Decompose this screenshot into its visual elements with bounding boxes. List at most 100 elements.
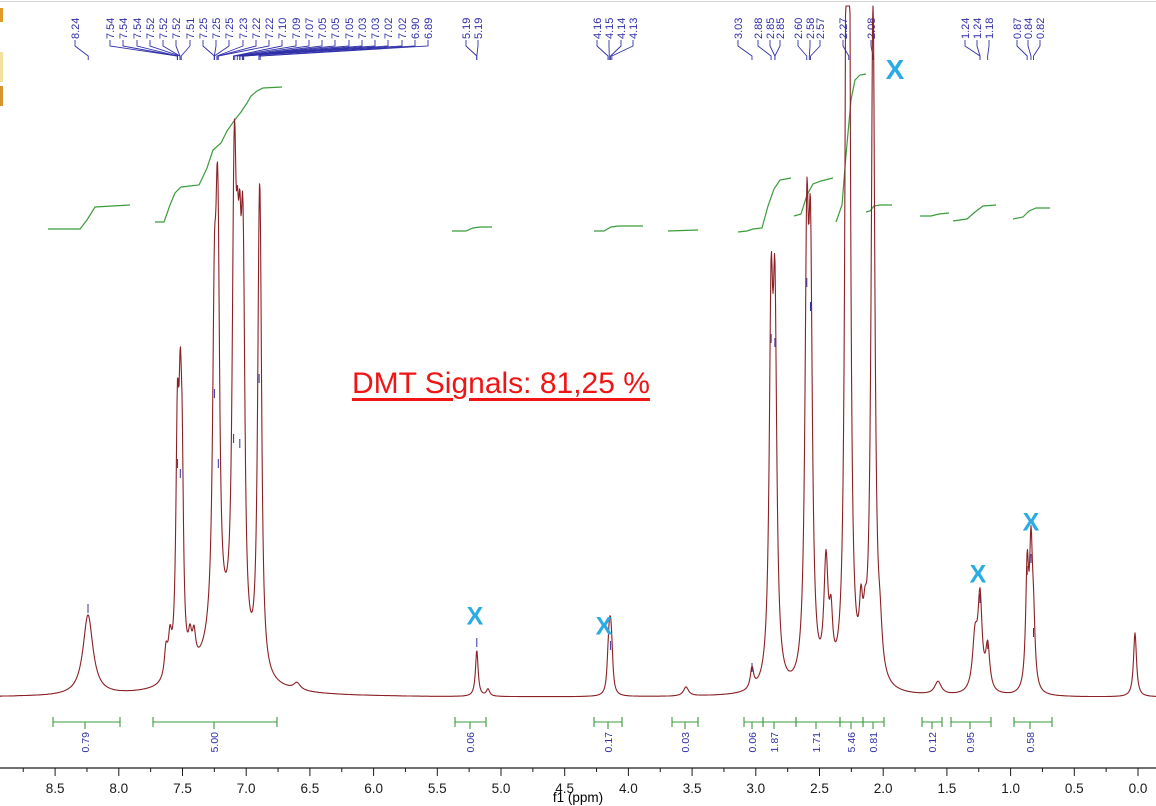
integral-curve — [920, 212, 950, 217]
integral-curve — [452, 226, 492, 232]
peak-shift-label: 0.84 — [1023, 18, 1035, 39]
integral-bracket — [743, 717, 764, 729]
peak-shift-label: 4.15 — [604, 18, 616, 39]
integral-value: 0.79 — [80, 732, 92, 753]
peak-label-pointer — [202, 40, 215, 60]
x-axis-tick-label: 0.0 — [1129, 781, 1148, 796]
peak-shift-label: 7.07 — [304, 18, 316, 39]
peak-shift-label: 7.02 — [397, 18, 409, 39]
peak-shift-label: 7.05 — [317, 18, 329, 39]
integral-bracket — [950, 717, 992, 729]
peak-shift-label: 2.85 — [765, 18, 777, 39]
integral-value: 1.71 — [811, 732, 823, 753]
toolbar-strip-segment — [0, 52, 3, 82]
peak-label-pointer — [1016, 40, 1028, 60]
peak-label-pointer — [476, 40, 479, 60]
peak-shift-label: 2.85 — [775, 18, 787, 39]
x-axis-tick-label: 5.0 — [492, 781, 511, 796]
integral-value: 0.06 — [747, 732, 759, 753]
peak-label-pointer — [213, 40, 230, 60]
x-axis-tick-label: 3.0 — [746, 781, 765, 796]
peak-shift-label: 1.24 — [972, 18, 984, 39]
peak-shift-label: 2.57 — [815, 18, 827, 39]
peak-shift-label: 2.60 — [793, 18, 805, 39]
peak-label-pointer — [596, 40, 609, 60]
x-axis-tick-label: 4.5 — [555, 781, 574, 796]
peak-label-pointer — [74, 40, 89, 60]
x-axis-tick-label: 6.0 — [364, 781, 383, 796]
peak-label-pointer — [774, 40, 781, 60]
peak-shift-label: 2.27 — [838, 18, 850, 39]
peak-shift-label: 6.89 — [423, 18, 435, 39]
integral-bracket — [839, 717, 864, 729]
x-axis-tick-label: 1.0 — [1001, 781, 1020, 796]
integral-bracket — [671, 717, 699, 729]
x-axis-tick-label: 7.5 — [173, 781, 192, 796]
integral-curve — [865, 204, 892, 213]
integral-value: 0.12 — [927, 732, 939, 753]
peak-label-pointer — [737, 40, 753, 60]
integral-value: 5.46 — [846, 732, 858, 753]
peak-shift-label: 7.52 — [171, 18, 183, 39]
peak-shift-label: 2.58 — [805, 18, 817, 39]
toolbar-strip-segment — [0, 86, 3, 106]
integral-value: 1.87 — [769, 732, 781, 753]
integral-value: 0.81 — [868, 732, 880, 753]
peak-shift-label: 8.24 — [70, 18, 82, 39]
x-axis-tick-label: 1.5 — [938, 781, 957, 796]
x-axis-tick-label: 6.5 — [301, 781, 320, 796]
peak-shift-label: 1.18 — [984, 18, 996, 39]
excluded-peak-marker: X — [1022, 508, 1040, 537]
clipped-toolbar-strip — [0, 0, 3, 120]
integral-curve — [667, 229, 699, 232]
integral-curve — [737, 177, 792, 233]
peak-shift-label: 7.09 — [291, 18, 303, 39]
excluded-peak-marker: X — [885, 54, 905, 85]
integral-bracket — [862, 717, 885, 729]
peak-shift-label: 7.52 — [158, 18, 170, 39]
peak-label-pointer — [180, 40, 191, 60]
peak-shift-label: 7.22 — [264, 18, 276, 39]
peak-label-pointer — [259, 40, 429, 60]
peak-shift-label: 7.54 — [132, 18, 144, 39]
integral-bracket — [454, 717, 487, 729]
excluded-peak-marker: X — [969, 560, 987, 589]
peak-shift-label: 4.16 — [592, 18, 604, 39]
integral-curve — [594, 225, 643, 232]
peak-label-pointer — [241, 40, 376, 60]
peak-label-pointer — [610, 40, 622, 60]
integral-curve — [48, 204, 131, 230]
peak-label-pointer — [797, 40, 808, 60]
integral-value: 0.95 — [965, 732, 977, 753]
peak-label-pointer — [234, 40, 297, 60]
x-axis-tick-label: 2.0 — [874, 781, 893, 796]
peak-shift-label: 7.54 — [118, 18, 130, 39]
x-axis-tick-label: 7.0 — [237, 781, 256, 796]
window-top-border — [0, 1, 1156, 2]
peak-shift-label: 5.19 — [473, 18, 485, 39]
integral-bracket — [795, 717, 841, 729]
spectrum-trace — [0, 5, 1156, 698]
x-axis-title: f1 (ppm) — [552, 790, 604, 805]
integral-bracket — [152, 717, 278, 729]
integral-curve — [835, 73, 867, 223]
peak-shift-label: 6.90 — [410, 18, 422, 39]
integral-value: 5.00 — [209, 732, 221, 753]
peak-shift-label: 5.19 — [461, 18, 473, 39]
peak-shift-label: 7.54 — [105, 18, 117, 39]
peak-label-pointer — [987, 40, 990, 60]
integral-curve — [793, 177, 834, 217]
dmt-signals-annotation: DMT Signals: 81,25 % — [352, 367, 650, 400]
x-axis-tick-label: 4.0 — [619, 781, 638, 796]
peak-shift-label: 7.23 — [238, 18, 250, 39]
integral-bracket — [1013, 717, 1053, 729]
integral-bracket — [921, 717, 943, 729]
peak-apex-ticks — [87, 278, 1034, 672]
integral-curve — [1012, 207, 1050, 220]
peak-shift-label: 7.52 — [145, 18, 157, 39]
peak-label-pointer — [239, 40, 350, 60]
x-axis-tick-label: 0.5 — [1065, 781, 1084, 796]
integral-value: 0.58 — [1025, 732, 1037, 753]
